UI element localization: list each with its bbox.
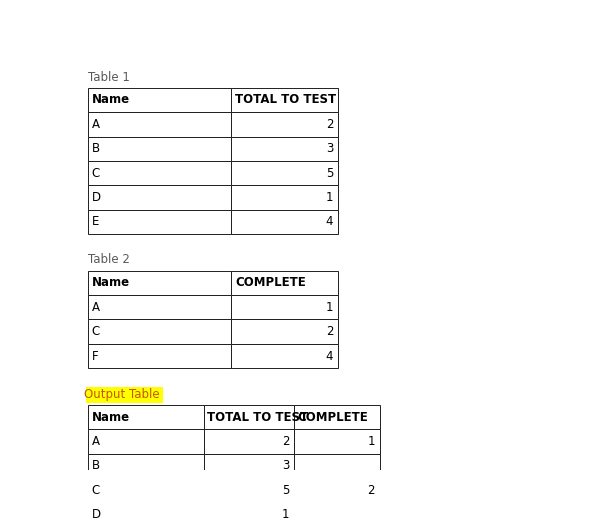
Bar [88, 429, 203, 454]
Text: Output Table: Output Table [84, 388, 160, 401]
Bar [294, 405, 380, 429]
Text: C: C [91, 167, 100, 180]
Text: 5: 5 [326, 167, 333, 180]
Text: Name: Name [91, 276, 130, 289]
Text: Table 2: Table 2 [88, 253, 130, 267]
Bar [88, 344, 231, 369]
Text: 2: 2 [326, 325, 333, 338]
Text: 1: 1 [326, 301, 333, 314]
Text: 4: 4 [326, 350, 333, 363]
Bar [231, 319, 338, 344]
Text: 1: 1 [282, 508, 289, 521]
Text: COMPLETE: COMPLETE [235, 276, 306, 289]
Text: 2: 2 [368, 484, 375, 497]
Text: TOTAL TO TEST: TOTAL TO TEST [235, 93, 336, 107]
Bar [88, 295, 231, 319]
Bar [231, 112, 338, 137]
Bar [88, 161, 231, 185]
Bar [88, 527, 203, 528]
Text: 1: 1 [368, 435, 375, 448]
Bar [88, 503, 203, 527]
Text: F: F [91, 350, 98, 363]
Bar [294, 503, 380, 527]
Text: 5: 5 [282, 484, 289, 497]
Bar [88, 405, 203, 429]
Text: E: E [91, 215, 99, 229]
Bar [231, 161, 338, 185]
Text: A: A [91, 301, 99, 314]
Text: 2: 2 [282, 435, 289, 448]
Text: COMPLETE: COMPLETE [298, 411, 368, 423]
Text: TOTAL TO TEST: TOTAL TO TEST [208, 411, 309, 423]
Text: C: C [91, 484, 100, 497]
Bar [203, 527, 294, 528]
Text: 2: 2 [326, 118, 333, 131]
Text: C: C [91, 325, 100, 338]
Bar [88, 454, 203, 478]
Bar [294, 429, 380, 454]
Text: 3: 3 [326, 142, 333, 155]
Bar [231, 210, 338, 234]
Bar [88, 185, 231, 210]
Text: Table 1: Table 1 [88, 71, 130, 83]
Bar [203, 503, 294, 527]
Text: 3: 3 [282, 459, 289, 473]
Bar [88, 137, 231, 161]
FancyBboxPatch shape [86, 387, 163, 403]
Text: B: B [91, 142, 99, 155]
Bar [203, 454, 294, 478]
Text: B: B [91, 459, 99, 473]
Bar [88, 319, 231, 344]
Text: 4: 4 [326, 215, 333, 229]
Bar [294, 478, 380, 503]
Bar [294, 527, 380, 528]
Text: A: A [91, 435, 99, 448]
Text: 1: 1 [326, 191, 333, 204]
Bar [88, 210, 231, 234]
Bar [294, 454, 380, 478]
Bar [231, 88, 338, 112]
Bar [203, 405, 294, 429]
Text: Name: Name [91, 411, 130, 423]
Text: Name: Name [91, 93, 130, 107]
Text: D: D [91, 191, 100, 204]
Bar [203, 429, 294, 454]
Bar [88, 271, 231, 295]
Bar [231, 137, 338, 161]
Bar [203, 478, 294, 503]
Bar [88, 112, 231, 137]
Text: A: A [91, 118, 99, 131]
Text: D: D [91, 508, 100, 521]
Bar [231, 185, 338, 210]
Bar [88, 478, 203, 503]
Bar [231, 271, 338, 295]
Bar [88, 88, 231, 112]
Bar [231, 295, 338, 319]
Bar [231, 344, 338, 369]
